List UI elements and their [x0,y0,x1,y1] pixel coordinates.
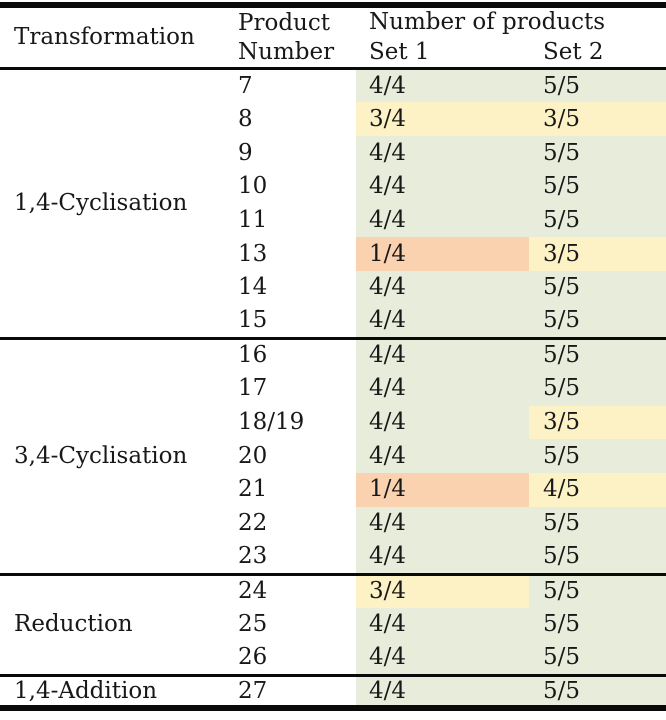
set2-value-cell: 5/5 [529,68,666,103]
transformation-section: 3,4-Cyclisation 16 4/4 5/5 17 4/4 5/5 18/19 4/4 3… [0,338,666,575]
product-number-cell: 10 [238,173,268,200]
transformation-section: 1,4-Addition 27 4/4 5/5 [0,675,666,709]
col-header-set1: Set 1 [369,38,430,65]
set2-value-cell: 3/5 [529,237,666,271]
set1-value-cell: 4/4 [356,405,529,440]
product-number-cell: 24 [238,578,268,605]
set1-value-cell: 4/4 [356,136,529,170]
table-row: 26 4/4 5/5 [0,641,666,676]
set2-value-cell: 5/5 [529,270,666,305]
table-row: 1,4-Addition 27 4/4 5/5 [0,675,666,709]
table-row: 22 4/4 5/5 [0,506,666,541]
set2-value-cell: 3/5 [529,102,666,137]
col-header-set2: Set 2 [543,38,604,65]
table-row: 20 4/4 5/5 [0,439,666,473]
set2-value-cell: 5/5 [529,203,666,238]
set1-value-cell: 4/4 [356,607,529,642]
set1-value-cell: 3/4 [356,102,529,137]
table-row: Reduction 24 3/4 5/5 [0,574,666,637]
set2-value-cell: 5/5 [529,607,666,642]
set1-value-cell: 4/4 [356,506,529,541]
set2-value-cell: 5/5 [529,574,666,608]
set2-value-cell: 5/5 [529,439,666,473]
set2-value-cell: 5/5 [529,338,666,372]
table-row: 15 4/4 5/5 [0,304,666,339]
set1-value-cell: 4/4 [356,169,529,204]
col-header-transformation: Transformation [14,24,195,51]
product-number-cell: 9 [238,139,253,166]
transformation-section: 1,4-Cyclisation 7 4/4 5/5 8 3/4 3/5 9 4/4 5/5 10 4/… [0,68,666,339]
set1-value-cell: 4/4 [356,270,529,305]
set1-value-cell: 4/4 [356,68,529,103]
set2-value-cell: 5/5 [529,506,666,541]
product-number-cell: 27 [238,677,268,704]
product-number-cell: 21 [238,476,268,503]
set1-value-cell: 3/4 [356,574,529,608]
product-number-cell: 13 [238,240,268,267]
table-header: Transformation Product Number Number of … [0,5,666,69]
set1-value-cell: 4/4 [356,439,529,473]
set2-value-cell: 5/5 [529,304,666,339]
table-row: 23 4/4 5/5 [0,540,666,575]
product-number-cell: 25 [238,611,268,638]
set1-value-cell: 4/4 [356,304,529,339]
transformation-section: Reduction 24 3/4 5/5 25 4/4 5/5 26 4/4 5/5 [0,574,666,676]
table-row: 21 1/4 4/5 [0,473,666,507]
table-row: 8 3/4 3/5 [0,102,666,137]
col-header-number-of-products: Number of products [369,9,606,35]
set1-value-cell: 4/4 [356,540,529,575]
table-row: 25 4/4 5/5 [0,607,666,642]
product-number-cell: 22 [238,510,268,537]
set1-value-cell: 1/4 [356,473,529,507]
table-row: 14 4/4 5/5 [0,270,666,305]
table-row: 13 1/4 3/5 [0,237,666,271]
transformation-label: 3,4-Cyclisation [14,442,188,469]
set2-value-cell: 4/5 [529,473,666,507]
product-number-cell: 26 [238,644,268,671]
set2-value-cell: 5/5 [529,136,666,170]
table-row: 9 4/4 5/5 [0,136,666,170]
set2-value-cell: 5/5 [529,675,666,709]
product-number-cell: 18/19 [238,409,305,436]
product-number-cell: 20 [238,442,268,469]
set1-value-cell: 4/4 [356,371,529,406]
transformation-label: Reduction [14,611,133,638]
product-number-cell: 7 [238,72,253,99]
transformation-label: 1,4-Addition [14,677,158,704]
set2-value-cell: 3/5 [529,405,666,440]
product-number-cell: 16 [238,342,268,369]
set2-value-cell: 5/5 [529,540,666,575]
set2-value-cell: 5/5 [529,371,666,406]
set2-value-cell: 5/5 [529,641,666,676]
set1-value-cell: 1/4 [356,237,529,271]
set1-value-cell: 4/4 [356,203,529,238]
set1-value-cell: 4/4 [356,338,529,372]
table-row: 10 4/4 5/5 [0,169,666,204]
product-number-cell: 8 [238,105,253,132]
table-row: 1,4-Cyclisation 7 4/4 5/5 [0,68,666,216]
table-row: 18/19 4/4 3/5 [0,405,666,440]
col-header-product-number: Product Number [238,9,335,65]
set1-value-cell: 4/4 [356,675,529,709]
product-number-cell: 15 [238,307,268,334]
table-row: 3,4-Cyclisation 16 4/4 5/5 [0,338,666,469]
product-number-cell: 11 [238,206,268,233]
product-number-cell: 17 [238,375,268,402]
table-row: 17 4/4 5/5 [0,371,666,406]
product-number-cell: 14 [238,274,268,301]
table-row: 11 4/4 5/5 [0,203,666,238]
set2-value-cell: 5/5 [529,169,666,204]
transformation-label: 1,4-Cyclisation [14,190,188,217]
set1-value-cell: 4/4 [356,641,529,676]
product-number-cell: 23 [238,543,268,570]
